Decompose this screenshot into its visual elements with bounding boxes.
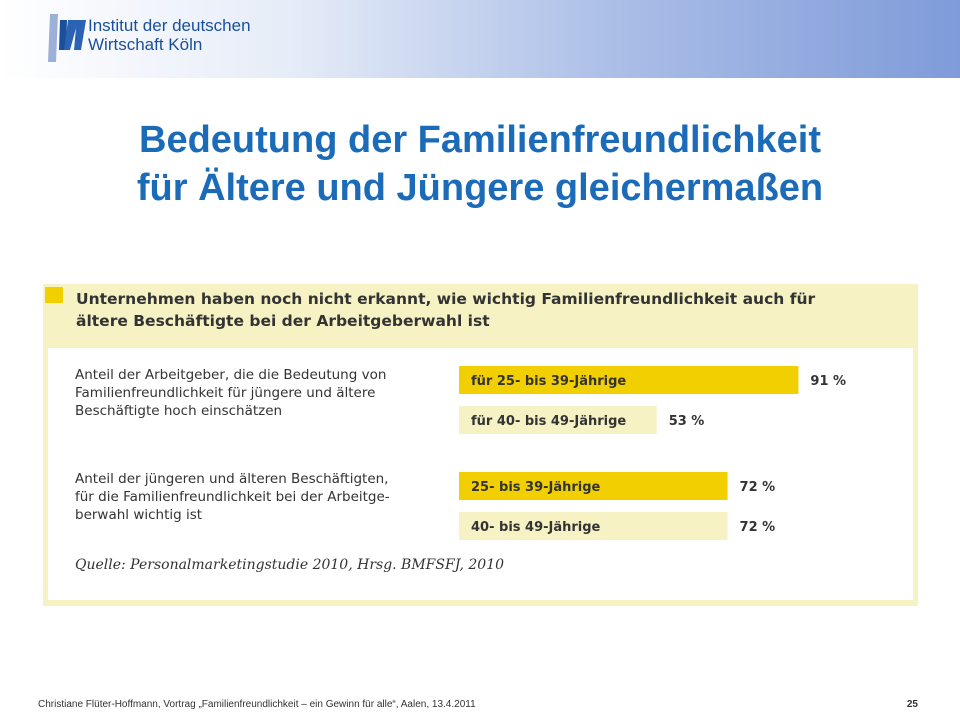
footer-text: Christiane Flüter-Hoffmann, Vortrag „Fam… [38, 699, 476, 710]
bar-label: 40- bis 49-Jährige [471, 520, 601, 535]
bar-chart: für 25- bis 39-Jährige 91 % für 40- bis 49… [459, 366, 846, 540]
bar [459, 406, 657, 434]
figure-heading-line-2: ältere Beschäftigte bei der Arbeitgeberw… [76, 312, 490, 330]
chart-panel: Anteil der Arbeitgeber, die die Bedeutun… [48, 348, 913, 600]
bar-value-label: 91 % [810, 374, 846, 389]
group-1-label-line: Beschäftigte hoch einschätzen [75, 403, 283, 419]
group-1-label: Anteil der Arbeitgeber, die die Bedeutun… [75, 366, 445, 420]
slide-title-line-2: für Ältere und Jüngere gleichermaßen [136, 167, 824, 209]
figure-marker [45, 287, 63, 303]
bar-label: 25- bis 39-Jährige [471, 480, 601, 495]
bar [459, 366, 799, 394]
group-2-label-line: berwahl wichtig ist [75, 507, 203, 523]
slide-title: Bedeutung der Familienfreundlichkeit für… [30, 116, 930, 212]
bar-label: für 25- bis 39-Jährige [471, 374, 626, 389]
iw-logo-mark-icon [48, 14, 86, 62]
bar [459, 472, 728, 500]
group-2-label-line: für die Familienfreundlichkeit bei der A… [75, 489, 390, 505]
group-2-label-line: Anteil der jüngeren und älteren Beschäft… [75, 471, 389, 487]
group-1-label-line: Familienfreundlichkeit für jüngere und ä… [75, 385, 376, 401]
bar-value-label: 72 % [740, 520, 776, 535]
source-note: Quelle: Personalmarketingstudie 2010, Hr… [75, 557, 505, 573]
logo-line-2: Wirtschaft Köln [88, 35, 203, 54]
bar-value-label: 53 % [669, 414, 705, 429]
figure-heading-line-1: Unternehmen haben noch nicht erkannt, wi… [76, 290, 816, 308]
group-1-label-line: Anteil der Arbeitgeber, die die Bedeutun… [75, 367, 387, 383]
bar-label: für 40- bis 49-Jährige [471, 414, 626, 429]
bar [459, 512, 728, 540]
bar-value-label: 72 % [740, 480, 776, 495]
chart-figure: Unternehmen haben noch nicht erkannt, wi… [43, 284, 918, 606]
logo-line-1: Institut der deutschen [88, 16, 251, 35]
figure-heading: Unternehmen haben noch nicht erkannt, wi… [76, 288, 906, 332]
page-number: 25 [906, 699, 918, 710]
slide-title-line-1: Bedeutung der Familienfreundlichkeit [139, 119, 821, 161]
header-band: Institut der deutschen Wirtschaft Köln [0, 0, 960, 78]
logo-text: Institut der deutschen Wirtschaft Köln [88, 16, 288, 54]
iw-logo: Institut der deutschen Wirtschaft Köln [48, 10, 251, 70]
group-2-label: Anteil der jüngeren und älteren Beschäft… [75, 470, 445, 524]
footer: Christiane Flüter-Hoffmann, Vortrag „Fam… [38, 699, 918, 713]
